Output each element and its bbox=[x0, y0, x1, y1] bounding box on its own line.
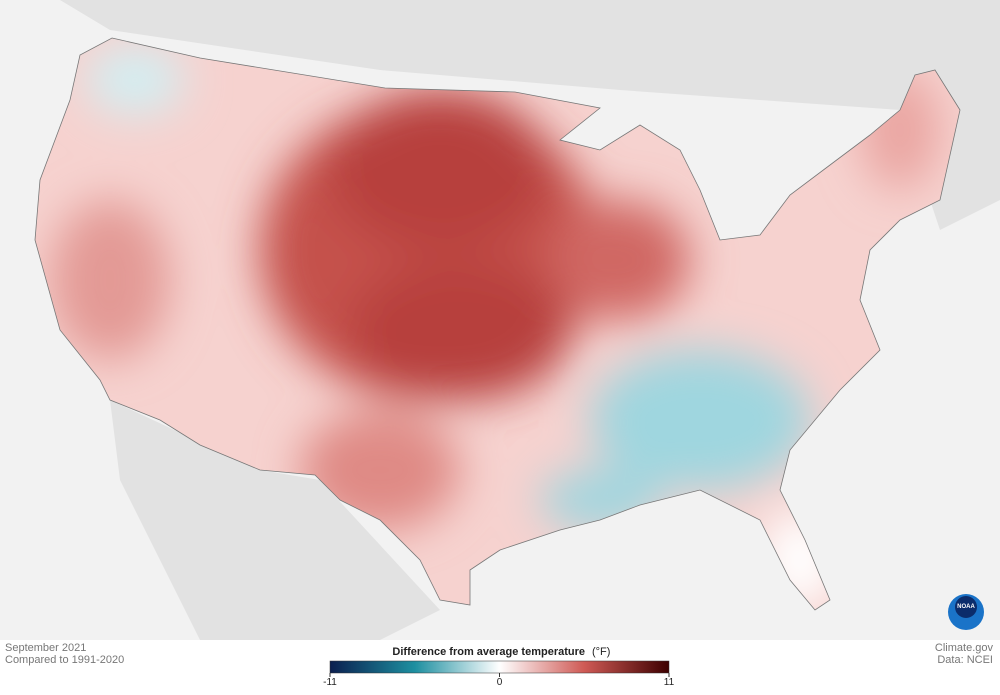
credit: Climate.gov bbox=[935, 642, 994, 654]
mexico bbox=[110, 400, 440, 640]
noaa-logo-text: NOAA bbox=[957, 604, 975, 610]
color-bar-tick-label: 11 bbox=[664, 677, 675, 688]
noaa-logo-inner bbox=[955, 596, 977, 618]
legend-title: Difference from average temperature bbox=[392, 646, 585, 658]
date: September 2021 bbox=[5, 642, 86, 654]
canada bbox=[0, 0, 1000, 230]
baseline: Compared to 1991-2020 bbox=[5, 654, 124, 666]
color-bar-tick-label: 0 bbox=[497, 677, 503, 688]
source: Data: NCEI bbox=[937, 654, 993, 666]
legend-unit: (°F) bbox=[592, 646, 610, 658]
color-bar bbox=[329, 660, 670, 674]
color-bar-tick-label: -11 bbox=[323, 677, 337, 688]
